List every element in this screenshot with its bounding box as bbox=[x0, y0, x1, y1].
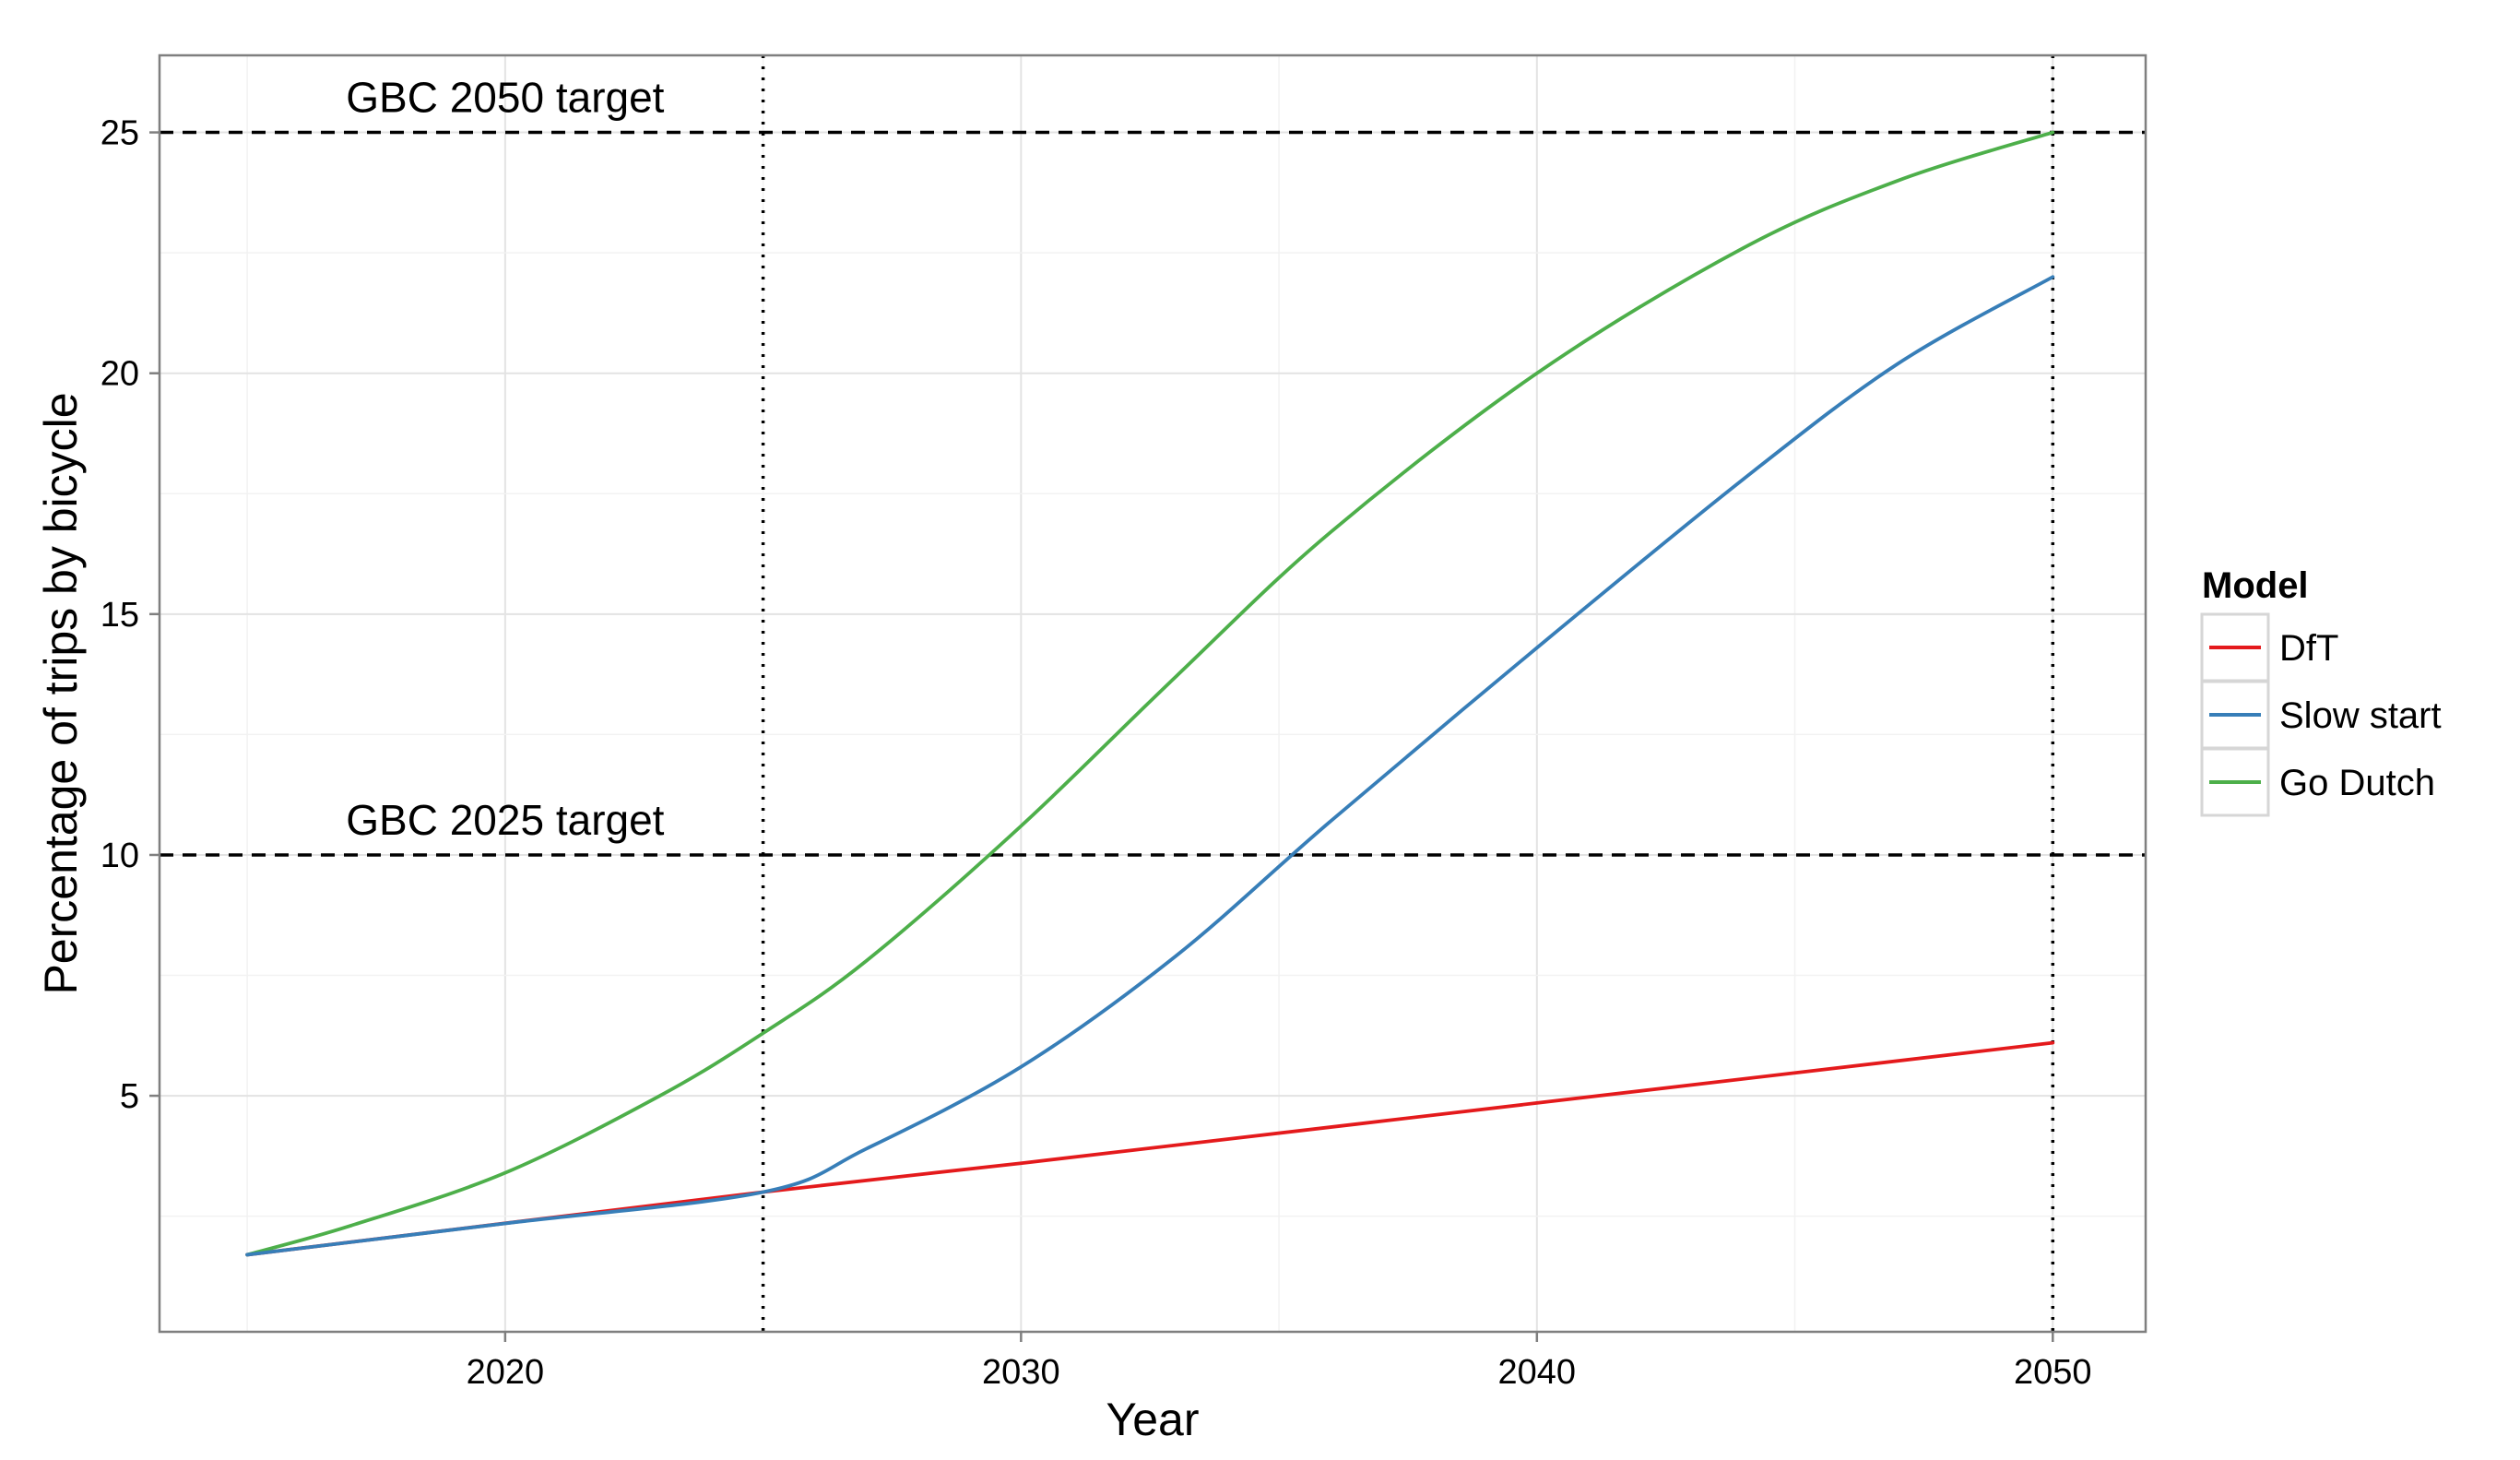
y-axis-ticks: 5 10 15 20 25 bbox=[101, 114, 160, 1116]
legend: Model DfT Slow start Go Dutch bbox=[2200, 565, 2442, 817]
x-tick-label: 2030 bbox=[982, 1353, 1060, 1392]
target-label-25: GBC 2050 target bbox=[346, 74, 664, 122]
series bbox=[245, 130, 2055, 1257]
y-tick-label: 20 bbox=[101, 355, 139, 394]
y-tick-label: 5 bbox=[120, 1077, 139, 1116]
x-tick-label: 2050 bbox=[2014, 1353, 2092, 1392]
legend-label-slow-start: Slow start bbox=[2279, 695, 2442, 736]
target-label-10: GBC 2025 target bbox=[346, 796, 664, 844]
y-axis-title: Percentage of trips by bicycle bbox=[35, 392, 87, 994]
legend-label-go-dutch: Go Dutch bbox=[2279, 763, 2435, 803]
legend-label-dft: DfT bbox=[2279, 628, 2338, 669]
series-line-slow-start bbox=[245, 275, 2055, 1257]
y-tick-label: 10 bbox=[101, 837, 139, 875]
x-tick-label: 2040 bbox=[1498, 1353, 1577, 1392]
y-tick-label: 25 bbox=[101, 114, 139, 153]
x-tick-label: 2020 bbox=[467, 1353, 545, 1392]
plot-panel-border bbox=[158, 53, 2147, 1334]
series-line-go-dutch bbox=[245, 130, 2055, 1257]
reference-lines bbox=[160, 55, 2146, 1332]
legend-title: Model bbox=[2202, 565, 2309, 606]
y-tick-label: 15 bbox=[101, 596, 139, 635]
annotations: GBC 2050 target GBC 2025 target bbox=[346, 74, 664, 844]
x-axis-title: Year bbox=[1106, 1394, 1199, 1445]
x-axis-ticks: 2020 2030 2040 2050 bbox=[467, 1332, 2092, 1392]
